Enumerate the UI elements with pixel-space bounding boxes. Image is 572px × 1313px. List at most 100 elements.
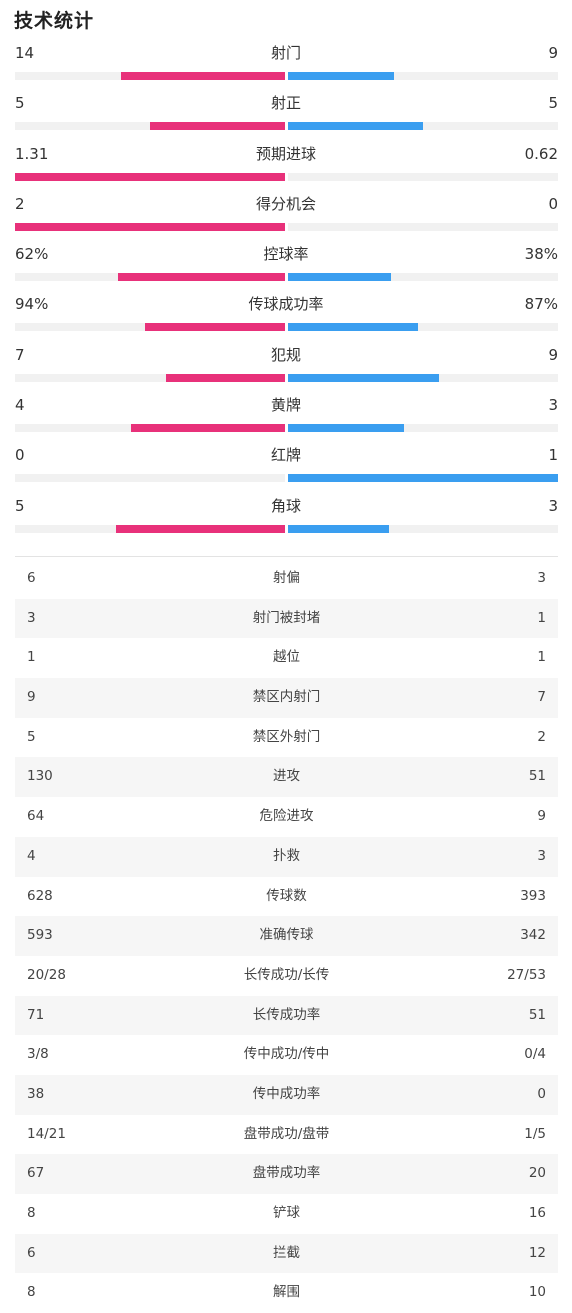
home-value: 3/8 bbox=[27, 1046, 49, 1063]
home-value: 628 bbox=[27, 887, 53, 904]
stat-label: 准确传球 bbox=[259, 927, 314, 944]
stats-table: 6 射偏 3 3 射门被封堵 1 1 越位 1 9 禁区内射门 7 5 禁区外射… bbox=[15, 559, 558, 1313]
home-bar-track bbox=[15, 273, 285, 282]
home-bar-fill bbox=[15, 172, 285, 181]
home-value: 8 bbox=[27, 1205, 36, 1221]
stat-label: 拦截 bbox=[273, 1244, 300, 1261]
away-value: 51 bbox=[528, 1006, 546, 1023]
home-value: 2 bbox=[15, 194, 25, 213]
home-value: 38 bbox=[27, 1085, 45, 1102]
home-value: 593 bbox=[27, 927, 53, 944]
home-bar-fill bbox=[120, 72, 285, 80]
away-value: 3 bbox=[537, 570, 546, 586]
home-bar-track bbox=[15, 323, 285, 332]
away-value: 7 bbox=[537, 689, 546, 706]
home-value: 67 bbox=[27, 1165, 45, 1182]
home-bar-fill bbox=[144, 323, 285, 332]
away-bar-track bbox=[288, 524, 558, 533]
away-value: 393 bbox=[520, 887, 546, 904]
stat-label: 红牌 bbox=[270, 446, 301, 465]
home-bar-fill bbox=[15, 222, 285, 231]
away-value: 51 bbox=[528, 768, 546, 785]
home-bar-track bbox=[15, 373, 285, 382]
away-value: 1/5 bbox=[524, 1125, 546, 1142]
away-value: 0.62 bbox=[524, 144, 558, 163]
home-bar-fill bbox=[116, 524, 285, 533]
home-bar-track bbox=[15, 222, 285, 231]
home-bar-track bbox=[15, 524, 285, 533]
stat-label: 盘带成功率 bbox=[252, 1165, 321, 1182]
home-bar-track bbox=[15, 424, 285, 433]
home-value: 64 bbox=[27, 808, 45, 825]
away-value: 0/4 bbox=[524, 1046, 546, 1063]
bar-stat-row: 2 得分机会 0 bbox=[0, 191, 572, 241]
away-bar-fill bbox=[288, 122, 423, 131]
home-bar-track bbox=[15, 474, 285, 483]
away-value: 1 bbox=[537, 609, 546, 626]
bar-stat-row: 5 射正 5 bbox=[0, 90, 572, 140]
home-value: 7 bbox=[15, 345, 25, 364]
home-value: 14/21 bbox=[27, 1125, 66, 1142]
away-bar-track bbox=[288, 273, 558, 282]
stat-label: 铲球 bbox=[273, 1205, 300, 1221]
home-value: 71 bbox=[27, 1006, 45, 1023]
home-value: 5 bbox=[27, 728, 36, 745]
home-bar-fill bbox=[166, 373, 285, 382]
bar-stat-row: 5 角球 3 bbox=[0, 493, 572, 543]
home-value: 3 bbox=[27, 609, 36, 626]
table-row: 6 拦截 12 bbox=[15, 1233, 558, 1274]
away-value: 27/53 bbox=[507, 966, 546, 983]
away-value: 3 bbox=[537, 847, 546, 864]
away-bar-fill bbox=[288, 273, 391, 282]
home-value: 5 bbox=[15, 496, 25, 515]
away-value: 87% bbox=[524, 295, 558, 314]
stat-label: 得分机会 bbox=[255, 194, 316, 213]
away-value: 1 bbox=[537, 649, 546, 666]
away-bar-track bbox=[288, 373, 558, 382]
stat-label: 射偏 bbox=[273, 570, 300, 586]
away-value: 12 bbox=[528, 1244, 546, 1261]
away-value: 9 bbox=[548, 44, 558, 62]
away-bar-track bbox=[288, 323, 558, 332]
away-value: 10 bbox=[528, 1284, 546, 1301]
away-bar-track bbox=[288, 72, 558, 80]
home-bar-track bbox=[15, 172, 285, 181]
home-value: 1 bbox=[27, 649, 36, 666]
away-value: 3 bbox=[548, 496, 558, 515]
home-value: 4 bbox=[15, 396, 25, 415]
away-value: 20 bbox=[528, 1165, 546, 1182]
home-bar-fill bbox=[150, 122, 285, 131]
table-row: 38 传中成功率 0 bbox=[15, 1074, 558, 1115]
stat-label: 预期进球 bbox=[255, 144, 316, 163]
stat-label: 进攻 bbox=[273, 768, 300, 785]
table-row: 3 射门被封堵 1 bbox=[15, 598, 558, 639]
page-title: 技术统计 bbox=[14, 10, 95, 32]
table-row: 67 盘带成功率 20 bbox=[15, 1154, 558, 1194]
table-row: 130 进攻 51 bbox=[15, 757, 558, 798]
table-row: 71 长传成功率 51 bbox=[15, 995, 558, 1036]
home-value: 8 bbox=[27, 1284, 36, 1301]
bar-stat-row: 14 射门 9 bbox=[0, 40, 572, 90]
stat-label: 越位 bbox=[273, 649, 300, 666]
home-value: 5 bbox=[15, 94, 25, 113]
away-bar-fill bbox=[288, 323, 418, 332]
home-value: 94% bbox=[15, 295, 49, 314]
away-value: 16 bbox=[528, 1205, 546, 1221]
away-value: 2 bbox=[537, 728, 546, 745]
away-value: 1 bbox=[548, 446, 558, 465]
bar-stat-row: 62% 控球率 38% bbox=[0, 241, 572, 291]
home-value: 0 bbox=[15, 446, 25, 465]
away-value: 3 bbox=[548, 396, 558, 415]
away-bar-track bbox=[288, 222, 558, 231]
section-divider bbox=[15, 556, 558, 557]
table-row: 1 越位 1 bbox=[15, 638, 558, 678]
away-bar-track bbox=[288, 474, 558, 483]
home-bar-track bbox=[15, 122, 285, 131]
table-row: 20/28 长传成功/长传 27/53 bbox=[15, 956, 558, 996]
away-bar-fill bbox=[288, 524, 390, 533]
bar-stat-row: 0 红牌 1 bbox=[0, 442, 572, 492]
bar-stat-row: 7 犯规 9 bbox=[0, 342, 572, 392]
stat-label: 危险进攻 bbox=[259, 808, 314, 825]
bar-stat-row: 94% 传球成功率 87% bbox=[0, 291, 572, 341]
away-bar-fill bbox=[288, 373, 440, 382]
